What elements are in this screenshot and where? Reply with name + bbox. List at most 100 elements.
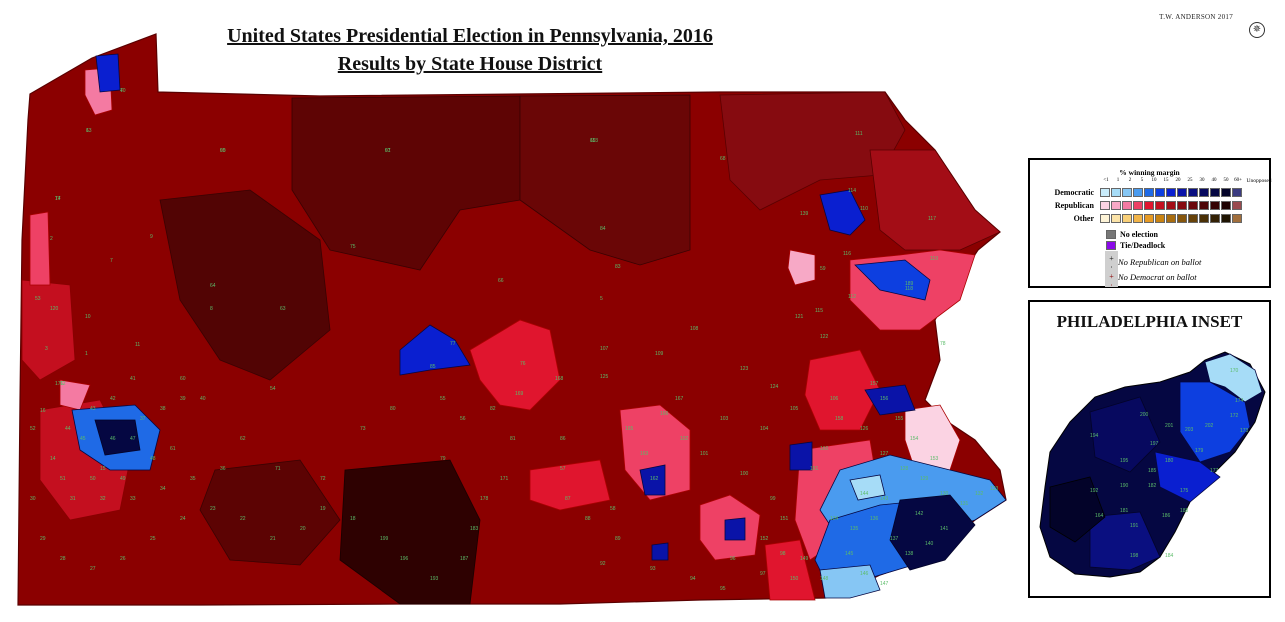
district-label: 44 [65,426,71,432]
district-label: 19 [320,506,326,512]
district-label: 92 [600,561,606,567]
district-label: 144 [860,491,869,497]
legend-swatch [1100,188,1110,197]
district-label: 29 [40,536,46,542]
legend-tick: <1 [1103,178,1109,183]
legend-swatch [1221,188,1231,197]
district-label: 117 [928,216,936,222]
title-line-2: Results by State House District [337,53,603,75]
district-label: 32 [100,496,106,502]
district-label: 162 [650,476,659,482]
district-label: 113 [590,138,598,144]
district-label: 143 [880,496,889,502]
philly-district-label: 185 [1148,468,1157,474]
district-label: 138 [905,551,914,557]
district-label: 47 [130,436,136,442]
region-west-chester [529,459,611,511]
district-label: 84 [600,226,606,232]
district-label: 152 [760,536,769,542]
district-label: 131 [960,501,969,507]
district-label: 9 [150,234,153,240]
legend-swatch [1166,188,1176,197]
legend-swatch [1100,201,1110,210]
legend-swatch [1133,201,1143,210]
district-label: 99 [770,496,776,502]
district-label: 116 [843,251,851,257]
region-north-east-central [519,94,691,266]
district-label: 102 [680,436,689,442]
district-label: 178 [480,496,489,502]
title-line-1: United States Presidential Election in P… [227,25,713,47]
legend-swatch [1232,201,1242,210]
district-label: 171 [500,476,509,482]
tie-swatch [1106,241,1116,250]
district-label: 41 [130,376,136,382]
no-democrat-note: No Democrat on ballot [1118,272,1197,282]
philly-district-label: 177 [1210,468,1219,474]
legend-tick: 10 [1151,178,1157,183]
star-logo-icon: ✵ [1249,22,1265,38]
region-south-central-dark [339,459,481,605]
philly-district-label: 182 [1148,483,1157,489]
district-label: 55 [440,396,446,402]
legend-swatch [1111,188,1121,197]
district-label: 66 [498,278,504,284]
legend-swatch [1100,214,1110,223]
philly-district-labels: 200 201 203 202 194 197 179 180 170 174 173 172 177 1… [1090,368,1249,559]
philly-district-label: 194 [1090,433,1099,439]
district-label: 160 [820,446,829,452]
philly-district-label: 203 [1185,427,1194,433]
legend-swatch [1232,214,1242,223]
district-label: 27 [90,566,96,572]
district-label: 140 [925,541,934,547]
district-label: 122 [820,334,829,340]
philadelphia-inset: PHILADELPHIA INSET 200 201 203 202 194 197 179… [1028,300,1271,598]
district-label: 24 [180,516,186,522]
district-label: 107 [600,346,609,352]
district-label: 39 [180,396,186,402]
district-label: 187 [460,556,469,562]
legend-box: % winning margin <1 1 2 5 10 15 20 25 30 40 50 60+ U… [1028,158,1272,290]
district-label: 75 [350,244,356,250]
region-west-central [159,189,331,381]
district-label: 64 [210,283,216,289]
district-label: 16 [40,408,46,414]
district-label: 1 [85,351,88,357]
region-state-college-dem [399,324,471,376]
legend-row-republican: Republican [1036,201,1243,210]
legend-tick: 50 [1223,178,1229,183]
inset-title: PHILADELPHIA INSET [1056,312,1243,331]
district-label: 45 [80,436,86,442]
legend-swatch [1232,188,1242,197]
philly-south [1089,511,1161,571]
legend-swatch [1166,201,1176,210]
district-label: 176 [55,381,64,387]
district-label: 56 [460,416,466,422]
no-dem-symbol: + [1109,272,1114,281]
district-label: 76 [520,361,526,367]
district-label: 103 [720,416,729,422]
district-label: 121 [795,314,804,320]
district-label: 23 [210,506,216,512]
district-label: 36 [220,466,226,472]
district-label: 167 [675,396,684,402]
district-label: 31 [70,496,76,502]
district-label: 199 [380,536,389,542]
district-label: 87 [565,496,571,502]
region-harrisburg-dem [639,464,666,496]
district-label: 151 [780,516,789,522]
district-label: 33 [130,496,136,502]
region-northeast [869,149,1001,251]
legend-no-election: No election [1106,230,1158,239]
district-label: 98 [780,551,786,557]
district-label: 52 [30,426,36,432]
philly-district-label: 202 [1205,423,1214,429]
legend-tick: 25 [1187,178,1193,183]
legend-tick: 2 [1128,178,1132,183]
district-label: 40 [200,396,206,402]
legend-tick: 20 [1175,178,1181,183]
philly-district-label: 198 [1130,553,1139,559]
district-label: 83 [615,264,621,270]
legend-swatch [1122,214,1132,223]
